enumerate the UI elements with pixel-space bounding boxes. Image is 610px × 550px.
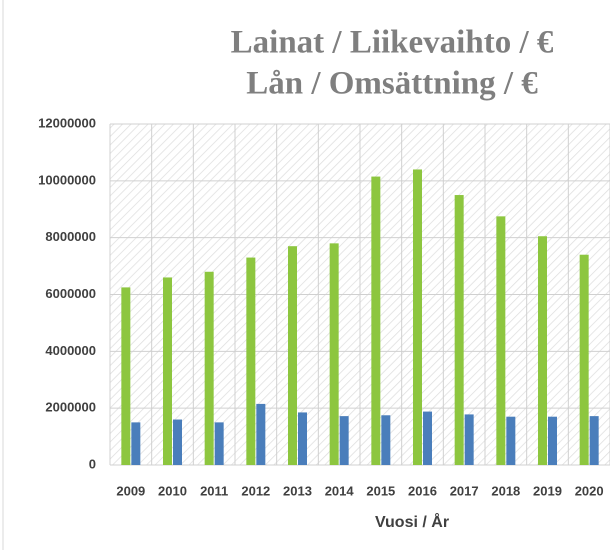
bar bbox=[413, 169, 422, 465]
chart-title: Lån / Omsättning / € bbox=[246, 66, 538, 102]
x-tick-label: 2020 bbox=[575, 483, 604, 498]
bar bbox=[173, 419, 182, 465]
bar bbox=[548, 416, 557, 465]
x-tick-label: 2009 bbox=[116, 483, 145, 498]
y-tick-label: 0 bbox=[89, 456, 96, 471]
bar bbox=[506, 416, 516, 465]
chart-title: Lainat / Liikevaihto / € bbox=[231, 25, 554, 61]
bar bbox=[454, 195, 464, 465]
y-tick-label: 12000000 bbox=[38, 115, 96, 130]
bar bbox=[246, 257, 256, 465]
x-tick-label: 2012 bbox=[241, 483, 270, 498]
x-tick-label: 2011 bbox=[200, 483, 228, 498]
y-tick-label: 10000000 bbox=[38, 172, 96, 187]
bar bbox=[579, 254, 589, 465]
bar bbox=[214, 422, 224, 465]
x-tick-label: 2013 bbox=[283, 483, 312, 498]
y-tick-label: 4000000 bbox=[45, 343, 96, 358]
x-tick-label: 2017 bbox=[450, 483, 479, 498]
y-tick-label: 8000000 bbox=[45, 229, 96, 244]
x-tick-label: 2018 bbox=[491, 483, 520, 498]
x-tick-label: 2015 bbox=[366, 483, 395, 498]
bar bbox=[589, 416, 599, 465]
bar bbox=[288, 246, 297, 465]
y-tick-label: 2000000 bbox=[45, 400, 96, 415]
bar bbox=[371, 176, 381, 465]
bar bbox=[298, 412, 307, 465]
bar bbox=[131, 422, 141, 465]
bar bbox=[204, 271, 214, 465]
bar bbox=[256, 403, 266, 465]
x-tick-label: 2010 bbox=[158, 483, 187, 498]
bar bbox=[121, 287, 131, 465]
x-axis-title: Vuosi / År bbox=[375, 512, 449, 531]
y-tick-label: 6000000 bbox=[45, 286, 96, 301]
bar bbox=[381, 415, 391, 465]
bar bbox=[423, 411, 432, 465]
bar bbox=[496, 216, 506, 465]
bar bbox=[339, 416, 349, 465]
x-tick-label: 2014 bbox=[325, 483, 355, 498]
bar bbox=[163, 277, 172, 465]
x-tick-label: 2016 bbox=[408, 483, 437, 498]
bar bbox=[329, 243, 339, 465]
bar bbox=[538, 236, 547, 465]
x-tick-label: 2019 bbox=[533, 483, 562, 498]
bar bbox=[464, 414, 474, 465]
